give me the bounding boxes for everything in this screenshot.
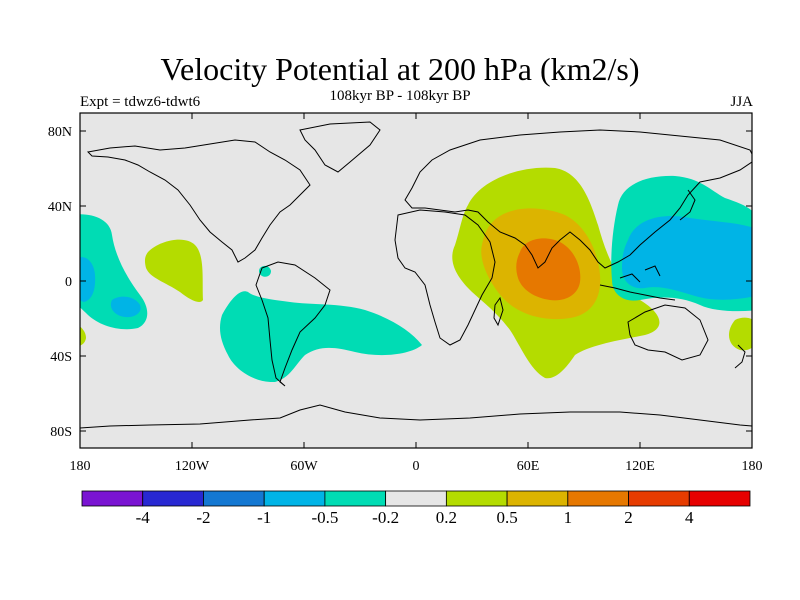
positive-anomaly-westedge [80,326,86,346]
lon-tick-label: 60E [517,459,540,474]
colorbar-label: 4 [685,508,694,527]
positive-anomaly-pacific [144,239,203,303]
colorbar-swatch [506,490,569,507]
latitude-axis: 80N 40N 0 40S 80S [48,125,752,440]
colorbar-label: 1 [564,508,573,527]
lon-tick-label: 180 [70,459,91,474]
colorbar-label: 0.5 [496,508,517,527]
colorbar-swatch [142,490,204,507]
coast-north-america [86,139,311,263]
colorbar-swatch [324,490,387,507]
lon-tick-label: 120W [175,459,210,474]
colorbar-swatch [688,490,751,507]
negative-anomaly-cpacific-core2 [110,296,141,318]
colorbar-swatch [81,490,144,507]
colorbar-swatch [203,490,265,507]
plot-subtitle: 108kyr BP - 108kyr BP [329,88,471,104]
experiment-label: Expt = tdwz6-tdwt6 [80,94,201,110]
coast-eurasia [404,129,752,269]
negative-anomaly-cpacific-core [80,257,96,302]
lon-tick-label: 180 [742,459,763,474]
colorbar-label: -4 [136,508,151,527]
longitude-axis: 180 120W 60W 0 60E 120E 180 [70,113,763,474]
coast-africa [394,209,496,346]
colorbar-swatch [567,490,629,507]
lat-tick-label: 0 [65,275,72,290]
colorbar-label: -2 [196,508,210,527]
lon-tick-label: 120E [625,459,655,474]
colorbar-label: -0.5 [311,508,338,527]
negative-anomaly-satlantic [220,291,422,383]
lat-tick-label: 40S [50,350,72,365]
lat-tick-label: 40N [48,200,72,215]
coast-japan [679,189,696,221]
coast-madagascar [493,296,504,327]
season-label: JJA [730,94,753,110]
lon-tick-label: 60W [290,459,318,474]
colorbar: -4 -2 -1 -0.5 -0.2 0.2 0.5 1 2 4 [81,490,751,527]
coast-australia [627,304,709,361]
lon-tick-label: 0 [413,459,420,474]
coast-indonesia [599,265,676,301]
colorbar-label: -0.2 [372,508,399,527]
plot-title: Velocity Potential at 200 hPa (km2/s) [160,51,640,87]
colorbar-swatch [263,490,326,507]
coast-new-zealand [734,344,746,369]
positive-anomaly-peak [516,238,581,301]
negative-anomaly-wpacific-core [622,216,752,300]
colorbar-swatch [445,490,508,507]
colorbar-label: -1 [257,508,271,527]
coast-greenland [299,121,381,173]
lat-tick-label: 80S [50,425,72,440]
colorbar-swatch [628,490,690,507]
coast-south-america [255,261,331,387]
lat-tick-label: 80N [48,125,72,140]
positive-anomaly-swpacific [729,317,752,351]
colorbar-label: 0.2 [436,508,457,527]
coastlines [80,121,752,429]
coast-antarctica [80,404,752,429]
colorbar-swatch [385,490,447,507]
colorbar-label: 2 [624,508,633,527]
